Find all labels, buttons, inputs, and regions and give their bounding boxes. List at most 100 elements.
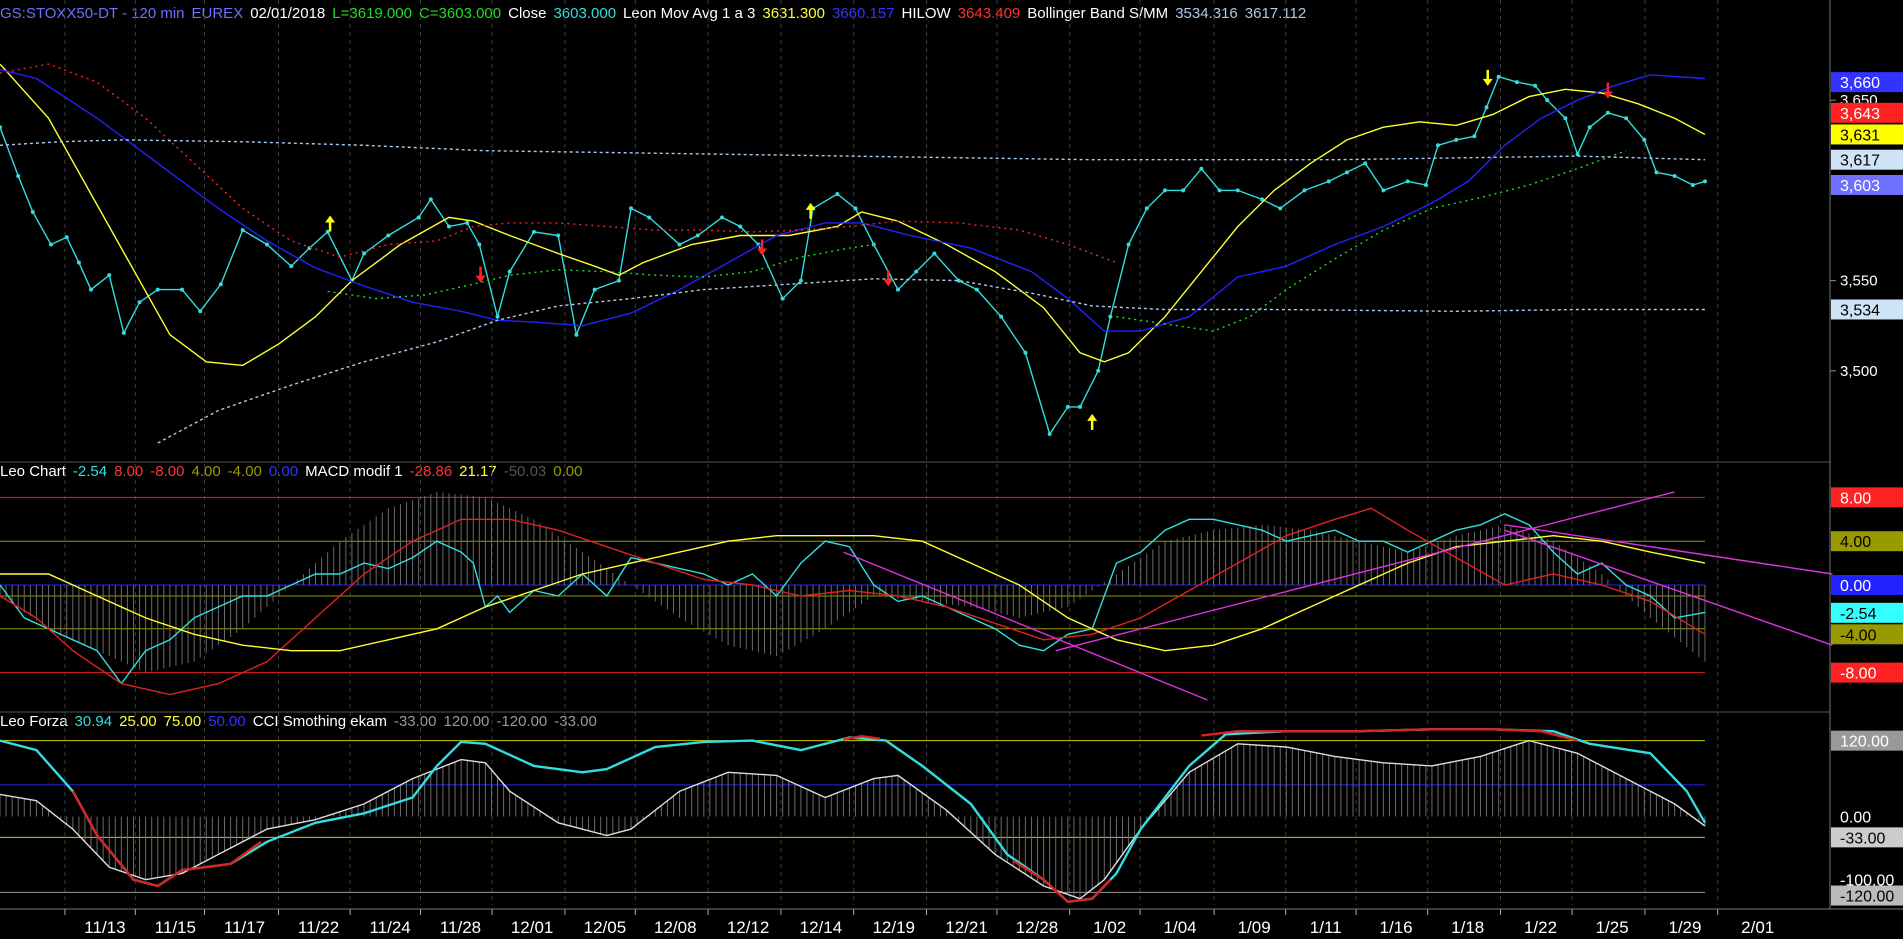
price-point (932, 251, 937, 256)
price-point (629, 206, 634, 211)
value-badge-label: 3,660 (1840, 75, 1880, 92)
price-point (137, 300, 142, 305)
cci-header-item: 50.00 (208, 713, 246, 730)
series-line (0, 68, 1706, 332)
cci-header-item: CCI Smothing ekam (252, 713, 387, 730)
vertical-grid (0, 0, 1903, 910)
price-point (0, 125, 2, 130)
price-point (531, 229, 536, 234)
price-point (574, 332, 579, 337)
time-tick-label: 11/15 (155, 918, 196, 937)
price-point (1545, 98, 1550, 103)
macd-header-item: 8.00 (114, 463, 144, 480)
price-point (1423, 182, 1428, 187)
price-point (76, 260, 81, 265)
price-header-item: 3534.316 (1175, 5, 1238, 22)
value-badge (1831, 662, 1903, 683)
price-point (1496, 74, 1501, 79)
price-header-item: 02/01/2018 (250, 5, 326, 22)
price-point (895, 287, 900, 292)
price-point (853, 206, 858, 211)
macd-header-item: 4.00 (191, 463, 221, 480)
series-line (1116, 150, 1627, 332)
time-tick-label: 11/24 (369, 918, 410, 937)
time-tick-label: 12/01 (511, 918, 554, 937)
price-header-item: 3660.157 (831, 5, 895, 22)
price-header-item: 3643.409 (957, 5, 1021, 22)
cci-header-item: 75.00 (163, 713, 202, 730)
price-point (121, 330, 126, 335)
price-point (386, 233, 391, 238)
value-badge (1831, 806, 1903, 827)
signal-arrow-head (325, 215, 336, 223)
time-axis: 11/13 11/15 11/17 11/22 11/24 11/28 12/01 12/05… (64, 909, 1774, 937)
value-badge (1831, 487, 1903, 508)
price-point (999, 314, 1004, 319)
value-badge (1831, 602, 1903, 623)
series-line (0, 139, 1706, 161)
value-badge (1831, 531, 1903, 552)
series-line (0, 507, 1706, 696)
value-badge-label: 0.00 (1840, 578, 1871, 595)
value-badge-label: 3,534 (1840, 302, 1880, 319)
cci-header-item: 120.00 (443, 713, 490, 730)
price-point (1381, 188, 1386, 193)
series-line (0, 63, 1706, 367)
price-point (1096, 368, 1101, 373)
series-line (0, 728, 1707, 904)
value-badge (1831, 299, 1903, 320)
price-point (107, 273, 112, 278)
price-panel[interactable] (0, 63, 1707, 444)
macd-header-item: -8.00 (150, 463, 185, 480)
price-point (1078, 404, 1083, 409)
macd-header-item: -50.03 (503, 463, 547, 480)
price-header-item: 3631.300 (762, 5, 825, 22)
price-header-item: L=3619.000 (332, 5, 412, 22)
price-point (1108, 314, 1113, 319)
axis-tick-label: 3,500 (1840, 363, 1878, 380)
price-point (835, 191, 840, 196)
value-badge-label: -8.00 (1840, 666, 1877, 683)
price-point (362, 251, 367, 256)
series-line (0, 534, 1706, 652)
series-line (1504, 529, 1833, 646)
price-point (155, 287, 160, 292)
value-badge (1831, 624, 1903, 645)
time-tick-label: 1/18 (1451, 918, 1484, 937)
price-point (1126, 242, 1131, 247)
price-point (465, 220, 470, 225)
price-point (1278, 206, 1283, 211)
price-point (477, 242, 482, 247)
value-badge (1831, 102, 1903, 123)
time-tick-label: 12/21 (945, 918, 988, 937)
price-point (416, 215, 421, 220)
value-badge-label: -33.00 (1840, 830, 1885, 847)
macd-panel[interactable] (0, 491, 1833, 701)
price-point (1405, 179, 1410, 184)
price-point (1563, 116, 1568, 121)
series-line (0, 63, 1117, 264)
time-tick-label: 1/25 (1596, 918, 1629, 937)
value-badge (1831, 827, 1903, 848)
price-header-item: Bollinger Band S/MM (1027, 5, 1169, 22)
series-line (157, 278, 1705, 444)
signal-arrow-head (1602, 91, 1613, 99)
price-point (289, 264, 294, 269)
value-badge-label: 0.00 (1840, 810, 1871, 827)
cci-header-item: -33.00 (554, 713, 597, 730)
price-point (1199, 166, 1204, 171)
price-point (738, 224, 743, 229)
price-point (1672, 173, 1677, 178)
cci-panel[interactable] (0, 728, 1707, 904)
series-line (843, 551, 1208, 701)
cci-panel-header: Leo Forza 30.94 25.00 75.00 50.00 CCI Smothin… (0, 713, 604, 731)
price-point (1023, 350, 1028, 355)
price-point (914, 269, 919, 274)
price-point (1217, 188, 1222, 193)
time-tick-label: 11/13 (84, 918, 125, 937)
series-line (0, 739, 1706, 900)
price-point (780, 296, 785, 301)
value-badge-label: -120.00 (1840, 889, 1894, 906)
series-line (0, 513, 1706, 685)
